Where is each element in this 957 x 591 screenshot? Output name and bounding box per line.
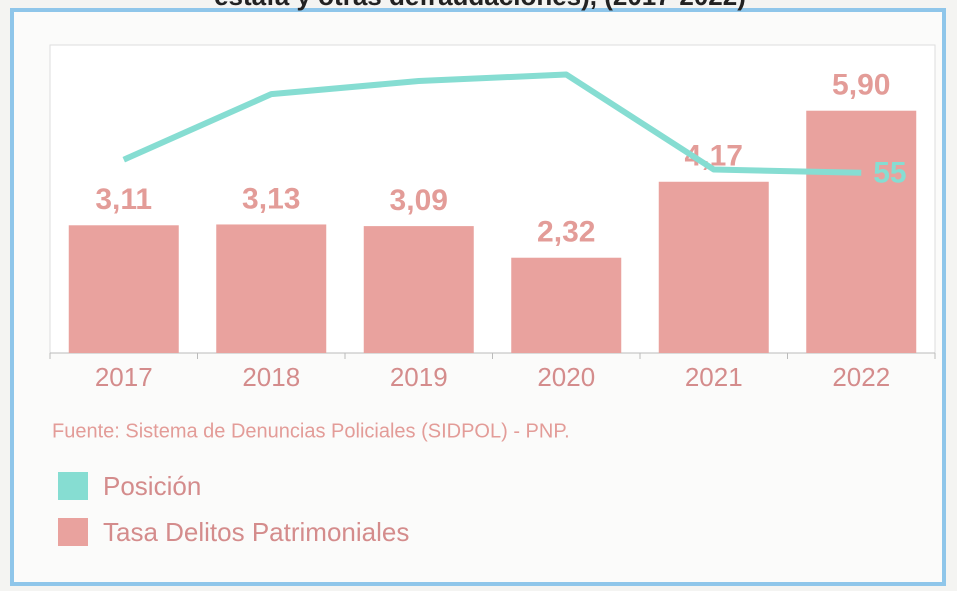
bar-value-label: 5,90 bbox=[832, 69, 890, 102]
line-value-label: 55 bbox=[873, 157, 906, 190]
bar-value-label: 2,32 bbox=[537, 216, 595, 249]
x-tick-label: 2018 bbox=[242, 362, 300, 392]
bar-value-label: 3,13 bbox=[242, 182, 300, 215]
x-tick-label: 2021 bbox=[685, 362, 743, 392]
source-note: Fuente: Sistema de Denuncias Policiales … bbox=[52, 420, 570, 442]
bar bbox=[658, 181, 769, 353]
line bbox=[122, 71, 862, 176]
bar bbox=[363, 226, 474, 353]
x-tick-label: 2022 bbox=[832, 362, 890, 392]
bar bbox=[68, 225, 179, 353]
x-tick-label: 2019 bbox=[390, 362, 448, 392]
legend-label: Tasa Delitos Patrimoniales bbox=[103, 517, 409, 547]
x-tick-label: 2017 bbox=[95, 362, 153, 392]
bar-value-label: 3,11 bbox=[95, 183, 152, 216]
plot-area bbox=[49, 44, 936, 354]
bar bbox=[216, 224, 327, 353]
bar bbox=[511, 257, 622, 353]
bar bbox=[806, 110, 917, 353]
bar-value-label: 3,09 bbox=[390, 184, 448, 217]
legend-label: Posición bbox=[103, 471, 201, 501]
chart-title: estafa y otras defraudaciones), (2017-20… bbox=[214, 0, 746, 11]
x-tick-label: 2020 bbox=[537, 362, 595, 392]
legend-swatch bbox=[58, 518, 88, 546]
legend-swatch bbox=[58, 472, 88, 500]
